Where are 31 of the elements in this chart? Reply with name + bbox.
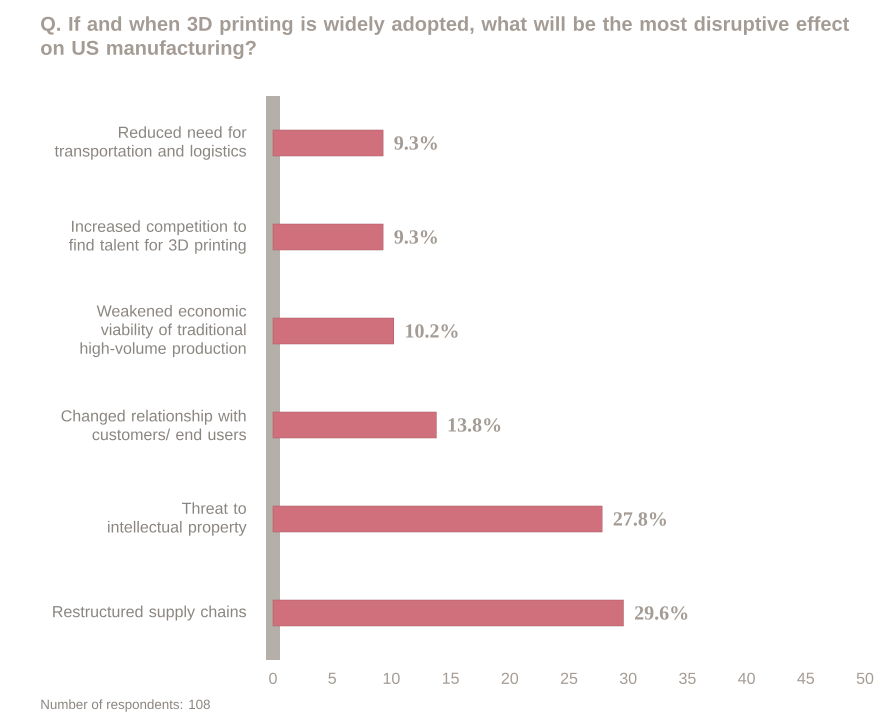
y-tick-label: Restructured supply chains	[53, 606, 246, 620]
y-tick-label: Weakened economic viability of traditional high-volume production	[80, 304, 246, 358]
data-label: 9.3%	[394, 136, 437, 150]
y-tick-label: Changed relationship with customers/ end users	[62, 410, 246, 440]
bar	[272, 506, 602, 532]
y-tick-label: Reduced need for transportation and logistics	[54, 126, 246, 160]
data-label: 9.3%	[394, 230, 437, 244]
chart-title: Q. If and when 3D printing is widely adopted, what will be the most disruptive effect on US manufacturing?	[41, 16, 850, 59]
text: Number of respondents: 108	[41, 699, 210, 712]
x-tick-label: 15	[442, 672, 459, 684]
x-tick-label: 50	[856, 672, 874, 684]
data-label: 13.8%	[448, 418, 500, 432]
x-tick-label: 0	[269, 672, 277, 684]
data-label: 10.2%	[406, 324, 458, 338]
bar	[272, 224, 384, 250]
x-tick-label: 20	[502, 672, 518, 684]
x-tick-label: 25	[560, 672, 578, 684]
data-label: 27.8%	[614, 512, 666, 526]
bar	[272, 600, 624, 626]
bar	[272, 412, 437, 438]
bar	[272, 130, 384, 156]
x-tick-label: 40	[738, 672, 755, 684]
y-tick-label: Threat to intellectual property	[108, 502, 247, 536]
x-tick-label: 5	[328, 672, 336, 684]
y-tick-label: Increased competition to find talent for 3D printing	[68, 220, 246, 254]
x-tick-label: 10	[384, 672, 400, 684]
x-tick-label: 30	[620, 672, 636, 684]
bar	[272, 318, 394, 344]
data-label: 29.6%	[634, 606, 688, 620]
x-tick-label: 45	[797, 672, 814, 684]
x-tick-label: 35	[679, 672, 696, 684]
